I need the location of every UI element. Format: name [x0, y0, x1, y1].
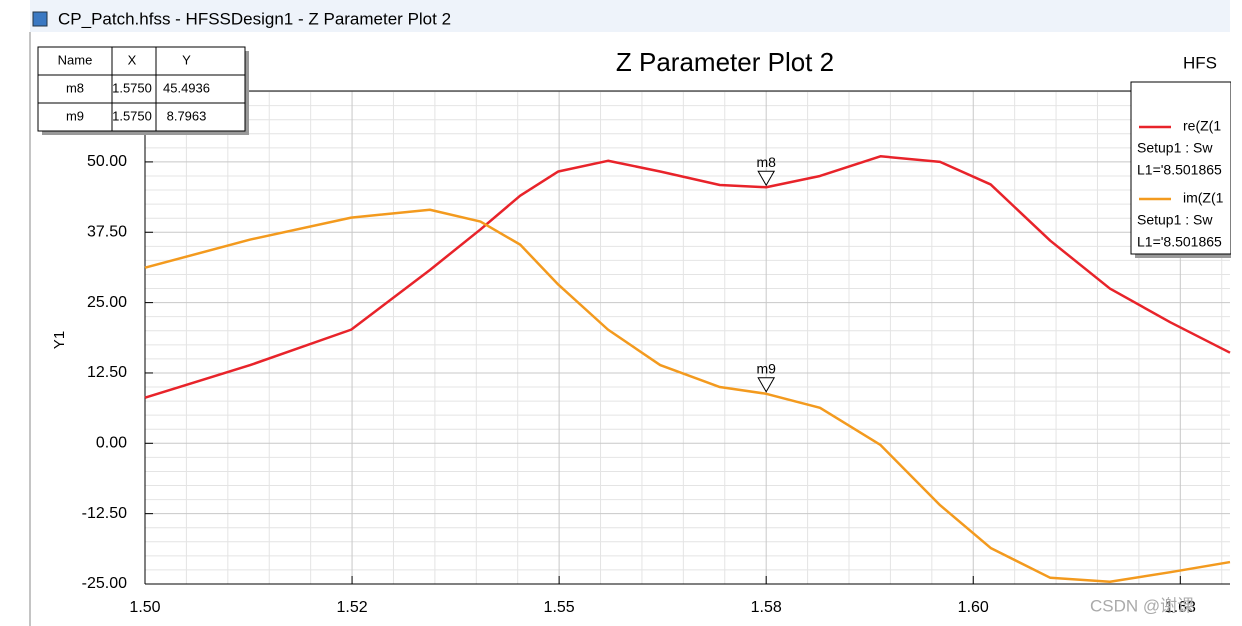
y-tick-label: 25.00 [87, 294, 127, 311]
x-tick-label: 1.60 [958, 599, 989, 616]
table-cell: 8.7963 [167, 108, 207, 123]
y-tick-label: -25.00 [82, 575, 127, 592]
table-frame [37, 46, 246, 132]
table-cell: 1.5750 [112, 80, 152, 95]
marker [757, 170, 776, 187]
x-tick-label: 1.55 [544, 599, 575, 616]
marker [757, 377, 776, 393]
marker-table: Name X Ym8 1.5750 45.4936 m9 1.5750 8.7963 [37, 46, 249, 135]
legend-detail: L1='8.501865 [1137, 234, 1222, 250]
table-cell: m8 [66, 80, 84, 95]
legend: re(Z(1 Setup1 : Sw L1='8.501865 im(Z(1 Setup… [1130, 40, 1242, 626]
legend-detail: Setup1 : Sw [1137, 140, 1213, 156]
table-cell: 45.4936 [163, 80, 210, 95]
chart-title: Z Parameter Plot 2 [616, 47, 834, 77]
legend-detail: L1='8.501865 [1137, 162, 1222, 178]
y-tick-label: 37.50 [87, 223, 127, 240]
legend-clip [1231, 40, 1242, 626]
x-tick-label: 1.63 [1165, 599, 1196, 616]
x-tick-label: 1.58 [751, 599, 782, 616]
legend-frame [1130, 81, 1232, 255]
legend-label: im(Z(1 [1183, 190, 1224, 206]
y-axis-label: Y1 [51, 331, 68, 349]
window-icon [32, 11, 48, 27]
watermark: CSDN @谢课 [1090, 596, 1194, 615]
x-tick-label: 1.50 [129, 599, 160, 616]
title-bar [30, 0, 1230, 32]
table-cell: Y [182, 52, 191, 67]
x-tick-label: 1.52 [336, 599, 367, 616]
plot-area: 1.50 1.52 1.55 1.58 1.60 1.63 -25.00 -12.50 0.00… [82, 90, 1231, 616]
marker-label: m9 [756, 361, 776, 377]
y-tick-label: 12.50 [87, 364, 127, 381]
chart-subtitle: HFS [1183, 53, 1217, 72]
table-cell: m9 [66, 108, 84, 123]
series-line [144, 208, 1231, 583]
legend-label: re(Z(1 [1183, 118, 1221, 134]
y-tick-label: 0.00 [96, 435, 127, 452]
legend-detail: Setup1 : Sw [1137, 212, 1213, 228]
y-tick-label: -12.50 [82, 505, 127, 522]
table-cell: 1.5750 [112, 108, 152, 123]
window-title: CP_Patch.hfss - HFSSDesign1 - Z Paramete… [58, 9, 451, 28]
series-line [144, 155, 1231, 399]
table-cell: X [128, 52, 137, 67]
y-tick-label: 50.00 [87, 153, 127, 170]
table-cell: Name [58, 52, 93, 67]
marker-label: m8 [756, 154, 776, 170]
